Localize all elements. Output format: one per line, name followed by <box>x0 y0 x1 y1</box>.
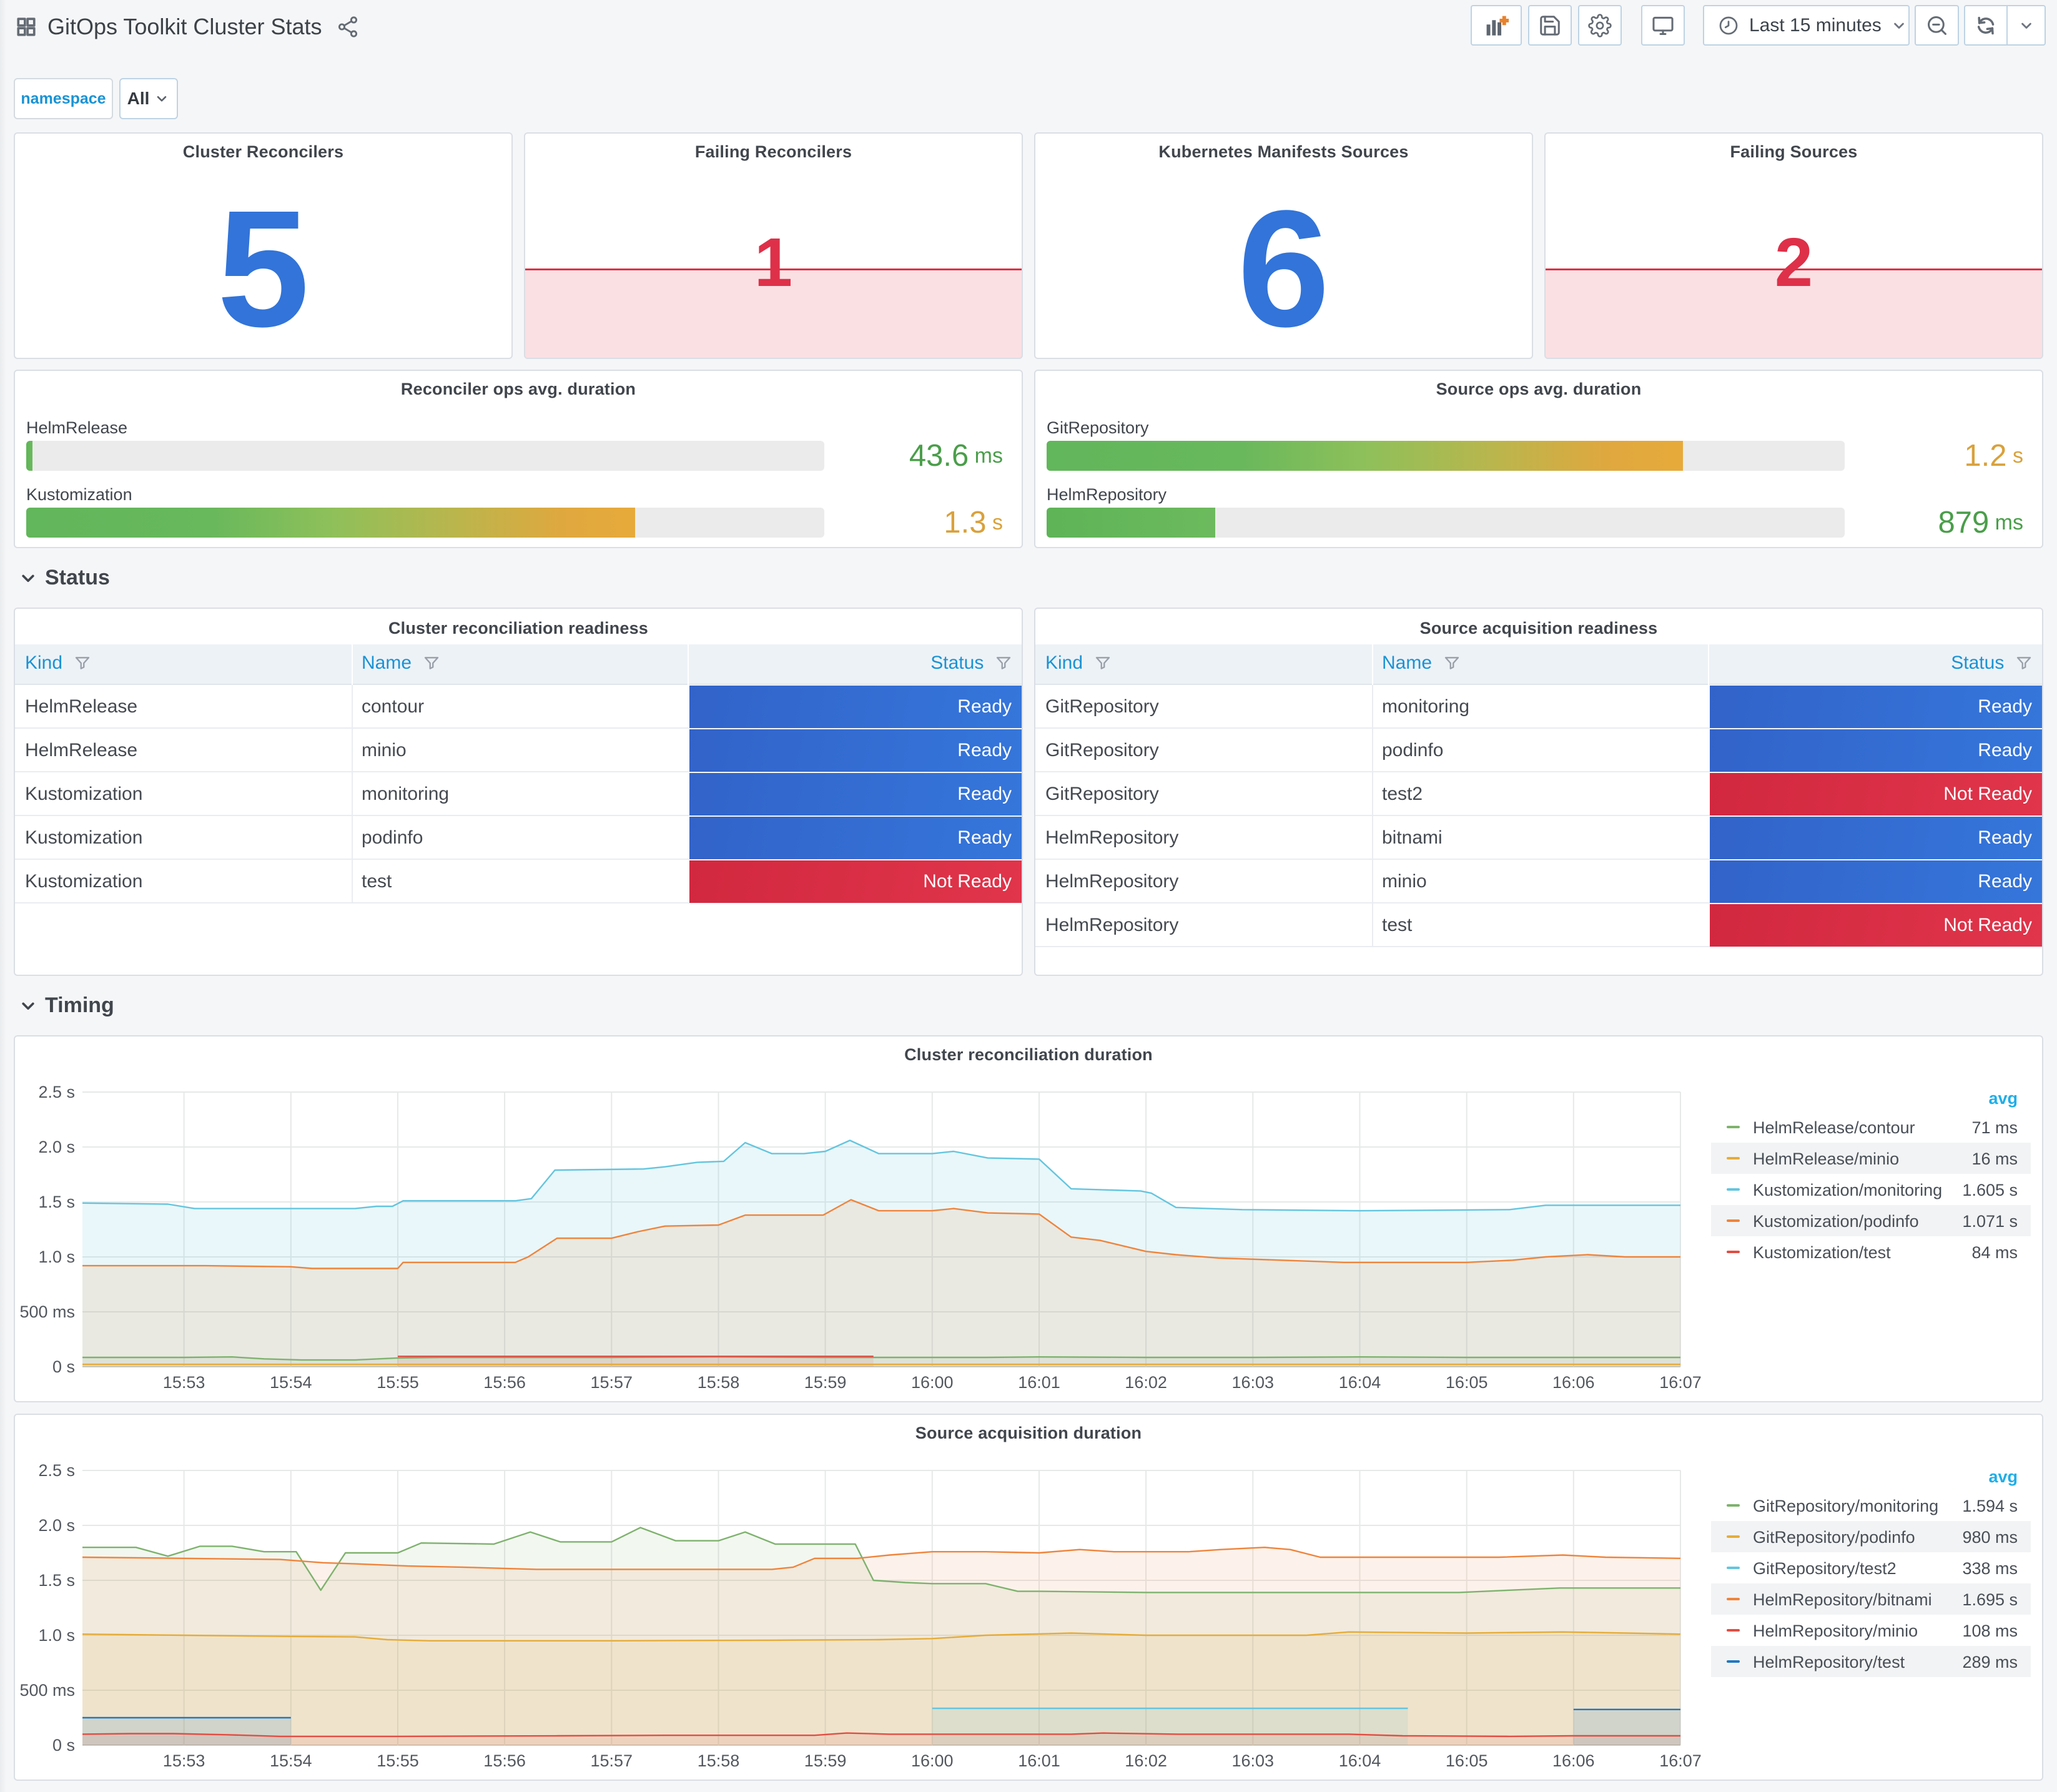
svg-text:108 ms: 108 ms <box>1962 1622 2018 1640</box>
svg-text:15:57: 15:57 <box>591 1373 633 1392</box>
svg-text:15:53: 15:53 <box>163 1373 205 1392</box>
svg-text:338 ms: 338 ms <box>1962 1559 2018 1578</box>
svg-text:2.5 s: 2.5 s <box>38 1083 75 1101</box>
svg-text:15:58: 15:58 <box>698 1751 740 1770</box>
svg-text:HelmRelease/contour: HelmRelease/contour <box>1753 1118 1915 1137</box>
svg-text:15:55: 15:55 <box>377 1751 419 1770</box>
svg-text:HelmRelease/minio: HelmRelease/minio <box>1753 1150 1899 1168</box>
svg-text:GitRepository/monitoring: GitRepository/monitoring <box>1753 1497 1938 1515</box>
svg-text:HelmRepository/minio: HelmRepository/minio <box>1753 1622 1918 1640</box>
svg-text:84 ms: 84 ms <box>1971 1243 2018 1262</box>
svg-text:15:59: 15:59 <box>804 1373 847 1392</box>
svg-text:GitRepository/podinfo: GitRepository/podinfo <box>1753 1528 1915 1547</box>
svg-text:2.0 s: 2.0 s <box>38 1138 75 1156</box>
svg-text:289 ms: 289 ms <box>1962 1653 2018 1671</box>
svg-text:2.5 s: 2.5 s <box>38 1461 75 1480</box>
svg-text:71 ms: 71 ms <box>1971 1118 2018 1137</box>
svg-text:Kustomization/monitoring: Kustomization/monitoring <box>1753 1181 1942 1199</box>
svg-text:16:04: 16:04 <box>1339 1751 1381 1770</box>
svg-text:16:01: 16:01 <box>1018 1751 1060 1770</box>
svg-text:16:01: 16:01 <box>1018 1373 1060 1392</box>
svg-text:15:56: 15:56 <box>483 1373 526 1392</box>
svg-text:16:04: 16:04 <box>1339 1373 1381 1392</box>
svg-text:15:59: 15:59 <box>804 1751 847 1770</box>
svg-text:16:06: 16:06 <box>1552 1751 1595 1770</box>
svg-text:16 ms: 16 ms <box>1971 1150 2018 1168</box>
svg-text:980 ms: 980 ms <box>1962 1528 2018 1547</box>
svg-text:500 ms: 500 ms <box>19 1681 75 1700</box>
svg-text:16:06: 16:06 <box>1552 1373 1595 1392</box>
svg-text:16:07: 16:07 <box>1659 1751 1702 1770</box>
svg-text:15:56: 15:56 <box>483 1751 526 1770</box>
svg-text:0 s: 0 s <box>52 1357 75 1376</box>
svg-text:Kustomization/podinfo: Kustomization/podinfo <box>1753 1212 1919 1231</box>
svg-text:avg: avg <box>1988 1089 2018 1108</box>
svg-text:1.071 s: 1.071 s <box>1962 1212 2018 1231</box>
svg-text:2.0 s: 2.0 s <box>38 1516 75 1535</box>
svg-text:16:03: 16:03 <box>1232 1751 1275 1770</box>
svg-text:GitRepository/test2: GitRepository/test2 <box>1753 1559 1897 1578</box>
svg-text:Kustomization/test: Kustomization/test <box>1753 1243 1891 1262</box>
svg-text:HelmRepository/test: HelmRepository/test <box>1753 1653 1905 1671</box>
svg-text:1.594 s: 1.594 s <box>1962 1497 2018 1515</box>
svg-text:16:02: 16:02 <box>1125 1751 1167 1770</box>
svg-text:1.695 s: 1.695 s <box>1962 1590 2018 1609</box>
svg-text:1.5 s: 1.5 s <box>38 1193 75 1211</box>
svg-text:1.0 s: 1.0 s <box>38 1248 75 1266</box>
svg-text:15:58: 15:58 <box>698 1373 740 1392</box>
svg-text:16:05: 16:05 <box>1446 1751 1488 1770</box>
svg-text:15:57: 15:57 <box>591 1751 633 1770</box>
svg-text:15:53: 15:53 <box>163 1751 205 1770</box>
svg-text:1.605 s: 1.605 s <box>1962 1181 2018 1199</box>
svg-text:1.5 s: 1.5 s <box>38 1571 75 1590</box>
svg-text:15:54: 15:54 <box>270 1751 312 1770</box>
svg-text:16:07: 16:07 <box>1659 1373 1702 1392</box>
svg-text:15:54: 15:54 <box>270 1373 312 1392</box>
svg-text:16:03: 16:03 <box>1232 1373 1275 1392</box>
svg-text:16:05: 16:05 <box>1446 1373 1488 1392</box>
svg-text:16:00: 16:00 <box>911 1751 954 1770</box>
svg-text:500 ms: 500 ms <box>19 1302 75 1321</box>
svg-text:HelmRepository/bitnami: HelmRepository/bitnami <box>1753 1590 1932 1609</box>
svg-text:0 s: 0 s <box>52 1736 75 1755</box>
svg-text:1.0 s: 1.0 s <box>38 1626 75 1645</box>
svg-text:16:02: 16:02 <box>1125 1373 1167 1392</box>
svg-text:avg: avg <box>1988 1467 2018 1486</box>
svg-text:16:00: 16:00 <box>911 1373 954 1392</box>
svg-text:15:55: 15:55 <box>377 1373 419 1392</box>
